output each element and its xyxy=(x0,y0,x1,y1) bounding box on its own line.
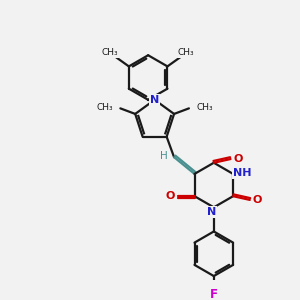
Text: H: H xyxy=(160,151,168,161)
Text: CH₃: CH₃ xyxy=(196,103,213,112)
Text: O: O xyxy=(233,154,243,164)
Text: CH₃: CH₃ xyxy=(102,48,119,57)
Text: O: O xyxy=(253,195,262,205)
Text: NH: NH xyxy=(233,168,252,178)
Text: F: F xyxy=(210,288,218,300)
Text: N: N xyxy=(150,95,159,105)
Text: O: O xyxy=(166,191,175,201)
Text: N: N xyxy=(207,207,217,217)
Text: CH₃: CH₃ xyxy=(96,103,113,112)
Text: CH₃: CH₃ xyxy=(178,48,194,57)
